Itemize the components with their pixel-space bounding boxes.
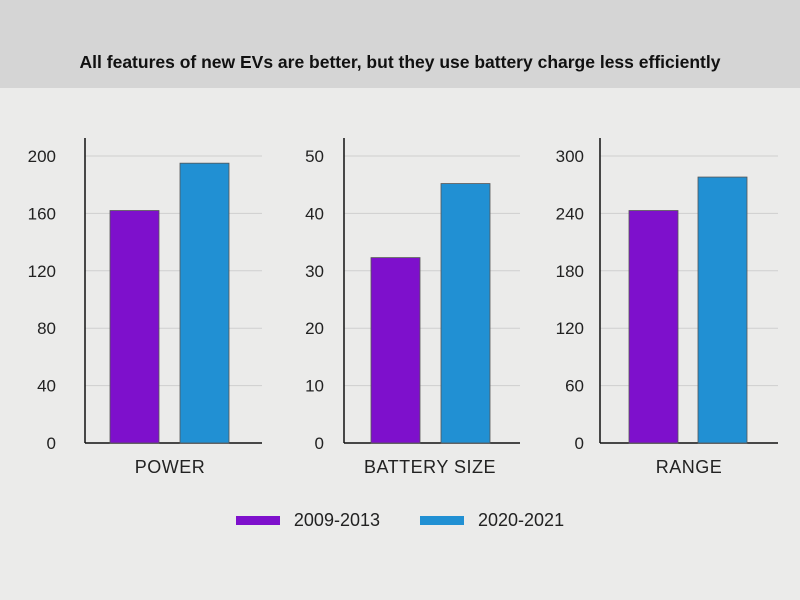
y-tick-label: 0 (575, 434, 584, 453)
y-tick-label: 0 (47, 434, 56, 453)
legend: 2009-2013 2020-2021 (0, 510, 800, 531)
y-tick-label: 200 (28, 147, 56, 166)
category-label: BATTERY SIZE (364, 457, 496, 477)
y-tick-label: 160 (28, 204, 56, 223)
y-tick-label: 120 (556, 319, 584, 338)
bar-series-1 (370, 257, 421, 444)
legend-label-series-1: 2009-2013 (293, 510, 380, 530)
category-label: POWER (135, 457, 206, 477)
y-tick-label: 60 (565, 377, 584, 396)
legend-item-series-2: 2020-2021 (420, 510, 564, 531)
y-tick-label: 180 (556, 262, 584, 281)
legend-swatch-series-2 (420, 516, 464, 525)
y-tick-label: 80 (37, 319, 56, 338)
legend-label-series-2: 2020-2021 (478, 510, 565, 530)
bar-series-2 (179, 162, 230, 444)
title-banner (0, 0, 800, 88)
category-label: RANGE (656, 457, 723, 477)
y-tick-label: 300 (556, 147, 584, 166)
y-tick-label: 40 (305, 204, 324, 223)
y-tick-label: 0 (315, 434, 324, 453)
y-tick-label: 40 (37, 377, 56, 396)
bar-series-2 (697, 176, 748, 444)
y-tick-label: 240 (556, 204, 584, 223)
y-tick-label: 50 (305, 147, 324, 166)
y-tick-label: 120 (28, 262, 56, 281)
legend-item-series-1: 2009-2013 (235, 510, 380, 531)
bar-series-1 (628, 210, 679, 444)
bar-series-2 (440, 183, 491, 444)
legend-swatch-series-1 (235, 516, 280, 525)
y-tick-label: 30 (305, 262, 324, 281)
y-tick-label: 10 (305, 377, 324, 396)
bar-series-1 (109, 210, 160, 444)
y-tick-label: 20 (305, 319, 324, 338)
chart-title: All features of new EVs are better, but … (79, 52, 721, 72)
